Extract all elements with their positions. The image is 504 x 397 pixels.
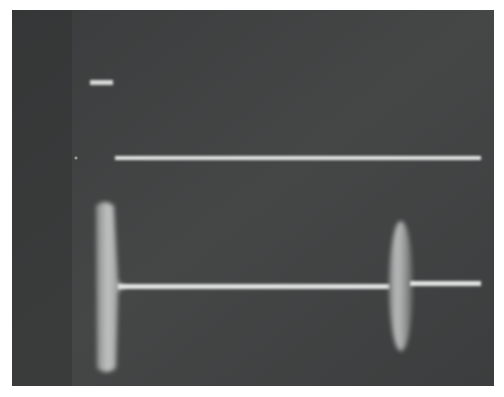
trace-dot bbox=[75, 157, 78, 160]
page bbox=[0, 0, 504, 397]
trace-marker bbox=[90, 80, 113, 85]
lower-trace-tail bbox=[410, 281, 481, 286]
lower-trace bbox=[118, 284, 390, 289]
upper-trace bbox=[115, 156, 481, 160]
pulse-right bbox=[389, 221, 413, 351]
screen-edge-shadow bbox=[12, 10, 72, 386]
screen bbox=[12, 10, 494, 386]
oscilloscope-photo bbox=[0, 0, 504, 397]
